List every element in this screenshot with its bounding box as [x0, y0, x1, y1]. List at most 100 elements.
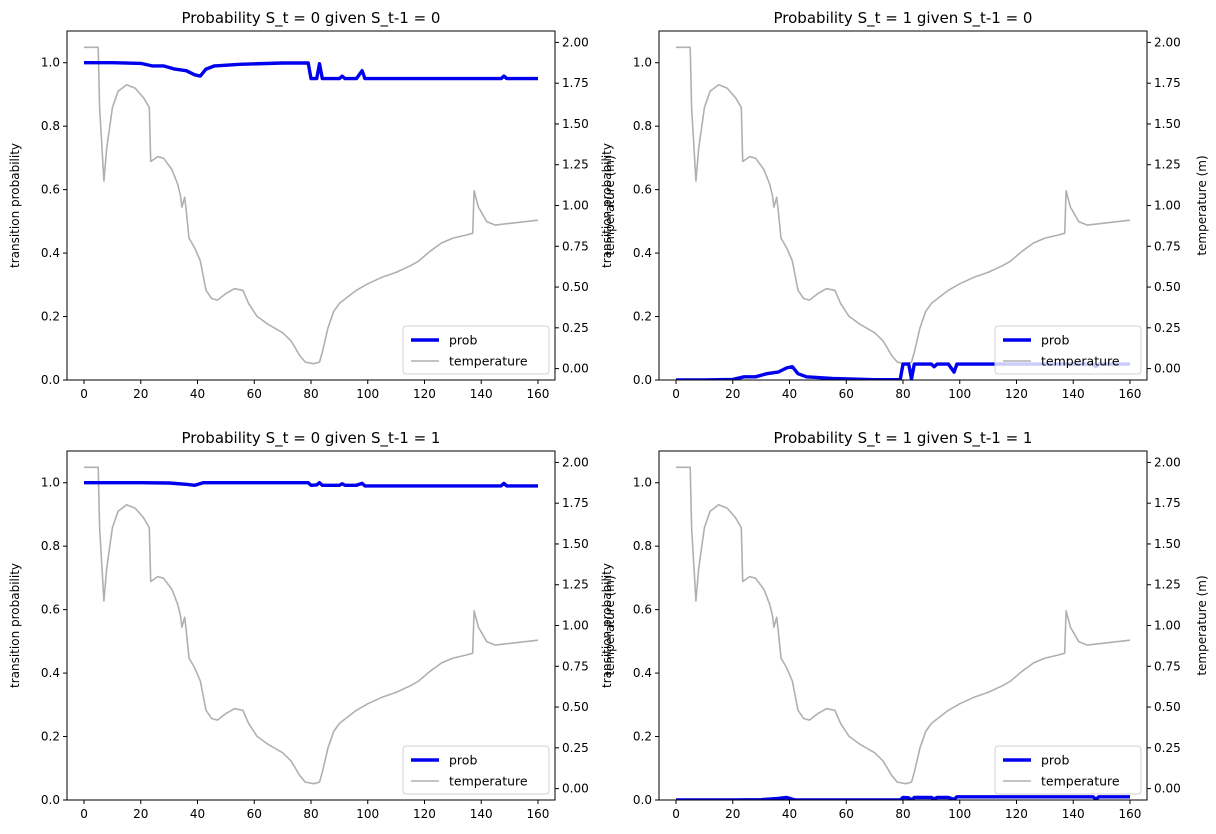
x-tick-label: 20 [725, 387, 740, 401]
x-tick-label: 40 [190, 387, 205, 401]
legend-label-temperature: temperature [1041, 354, 1120, 369]
y-left-tick-label: 1.0 [41, 56, 60, 70]
y-right-tick-label: 2.00 [1154, 35, 1181, 49]
x-tick-label: 20 [133, 387, 148, 401]
x-tick-label: 0 [672, 807, 680, 821]
y-right-tick-label: 1.00 [1154, 619, 1181, 633]
y-right-axis-label: temperature (m) [603, 155, 617, 255]
x-tick-label: 100 [356, 387, 379, 401]
legend-label-prob: prob [1041, 333, 1069, 348]
y-left-tick-label: 0.8 [633, 119, 652, 133]
legend-box [994, 325, 1142, 375]
y-left-tick-label: 0.8 [41, 539, 60, 553]
y-right-tick-label: 0.00 [1154, 362, 1181, 376]
y-right-tick-label: 0.00 [1154, 782, 1181, 796]
series-line-temperature [84, 466, 539, 785]
y-right-tick-label: 1.25 [562, 578, 589, 592]
legend: prob temperature [994, 325, 1142, 375]
x-tick-label: 140 [470, 387, 493, 401]
legend-box [402, 325, 550, 375]
y-left-tick-label: 0.8 [41, 119, 60, 133]
y-right-tick-label: 1.75 [1154, 496, 1181, 510]
y-right-tick-label: 0.25 [562, 741, 589, 755]
y-left-tick-label: 0.4 [633, 666, 652, 680]
y-right-tick-label: 0.00 [562, 782, 589, 796]
y-left-tick-label: 0.4 [633, 246, 652, 260]
legend-label-prob: prob [449, 333, 477, 348]
y-left-tick-label: 0.0 [633, 793, 652, 807]
series-line-prob [84, 481, 538, 488]
y-left-tick-label: 0.2 [633, 310, 652, 324]
series-line-temperature [84, 46, 539, 365]
chart-panel-3: Probability S_t = 0 given S_t-1 = 1 0 20 40… [8, 429, 617, 821]
x-tick-label: 0 [672, 387, 680, 401]
y-right-tick-label: 0.25 [562, 321, 589, 335]
y-right-tick-label: 0.50 [562, 700, 589, 714]
y-right-tick-label: 0.50 [1154, 700, 1181, 714]
y-right-tick-label: 1.50 [1154, 537, 1181, 551]
y-right-tick-label: 1.75 [562, 76, 589, 90]
y-left-tick-label: 0.2 [41, 730, 60, 744]
y-left-axis-label: transition probability [600, 143, 614, 268]
x-tick-label: 40 [782, 807, 797, 821]
y-left-tick-label: 0.6 [41, 603, 60, 617]
y-right-tick-label: 1.75 [562, 496, 589, 510]
y-right-tick-label: 1.50 [1154, 117, 1181, 131]
x-tick-label: 20 [725, 807, 740, 821]
chart-title: Probability S_t = 0 given S_t-1 = 0 [182, 9, 441, 28]
y-right-tick-label: 0.50 [1154, 280, 1181, 294]
y-left-tick-label: 0.0 [633, 373, 652, 387]
y-left-tick-label: 0.4 [41, 666, 60, 680]
y-right-tick-label: 1.00 [1154, 199, 1181, 213]
y-right-tick-label: 2.00 [1154, 455, 1181, 469]
chart-panel-4: Probability S_t = 1 given S_t-1 = 1 0 20 40… [600, 429, 1209, 821]
y-left-tick-label: 0.2 [41, 310, 60, 324]
x-tick-label: 120 [1005, 387, 1028, 401]
y-right-tick-label: 1.25 [1154, 578, 1181, 592]
y-left-tick-label: 1.0 [633, 56, 652, 70]
y-right-axis-label: temperature (m) [1195, 155, 1209, 255]
legend-label-prob: prob [449, 753, 477, 768]
x-tick-label: 140 [1062, 807, 1085, 821]
y-right-axis-label: temperature (m) [603, 575, 617, 675]
y-left-tick-label: 1.0 [41, 476, 60, 490]
x-tick-label: 20 [133, 807, 148, 821]
y-right-tick-label: 0.25 [1154, 321, 1181, 335]
x-tick-label: 0 [80, 387, 88, 401]
x-tick-label: 100 [948, 387, 971, 401]
legend-label-temperature: temperature [449, 774, 528, 789]
y-right-tick-label: 0.75 [1154, 659, 1181, 673]
x-tick-label: 0 [80, 807, 88, 821]
x-tick-label: 60 [839, 387, 854, 401]
legend: prob temperature [994, 745, 1142, 795]
legend-box [994, 745, 1142, 795]
y-left-tick-label: 0.4 [41, 246, 60, 260]
y-right-tick-label: 1.00 [562, 199, 589, 213]
x-tick-label: 60 [247, 807, 262, 821]
chart-panel-1: Probability S_t = 0 given S_t-1 = 0 0 20 40… [8, 9, 617, 401]
legend: prob temperature [402, 745, 550, 795]
legend-label-temperature: temperature [449, 354, 528, 369]
x-tick-label: 140 [470, 807, 493, 821]
y-right-tick-label: 0.75 [562, 659, 589, 673]
x-tick-label: 80 [303, 807, 318, 821]
series-line-temperature [676, 466, 1131, 785]
x-tick-label: 140 [1062, 387, 1085, 401]
y-right-tick-label: 2.00 [562, 455, 589, 469]
y-left-tick-label: 1.0 [633, 476, 652, 490]
y-left-tick-label: 0.2 [633, 730, 652, 744]
y-right-tick-label: 0.75 [562, 239, 589, 253]
chart-title: Probability S_t = 0 given S_t-1 = 1 [182, 429, 441, 448]
y-right-tick-label: 0.00 [562, 362, 589, 376]
series-line-temperature [676, 46, 1131, 365]
y-right-tick-label: 1.75 [1154, 76, 1181, 90]
y-right-tick-label: 1.00 [562, 619, 589, 633]
x-tick-label: 120 [413, 387, 436, 401]
x-tick-label: 60 [247, 387, 262, 401]
x-tick-label: 100 [948, 807, 971, 821]
legend-box [402, 745, 550, 795]
x-tick-label: 60 [839, 807, 854, 821]
y-left-axis-label: transition probability [600, 563, 614, 688]
x-tick-label: 160 [1119, 387, 1142, 401]
x-tick-label: 40 [190, 807, 205, 821]
